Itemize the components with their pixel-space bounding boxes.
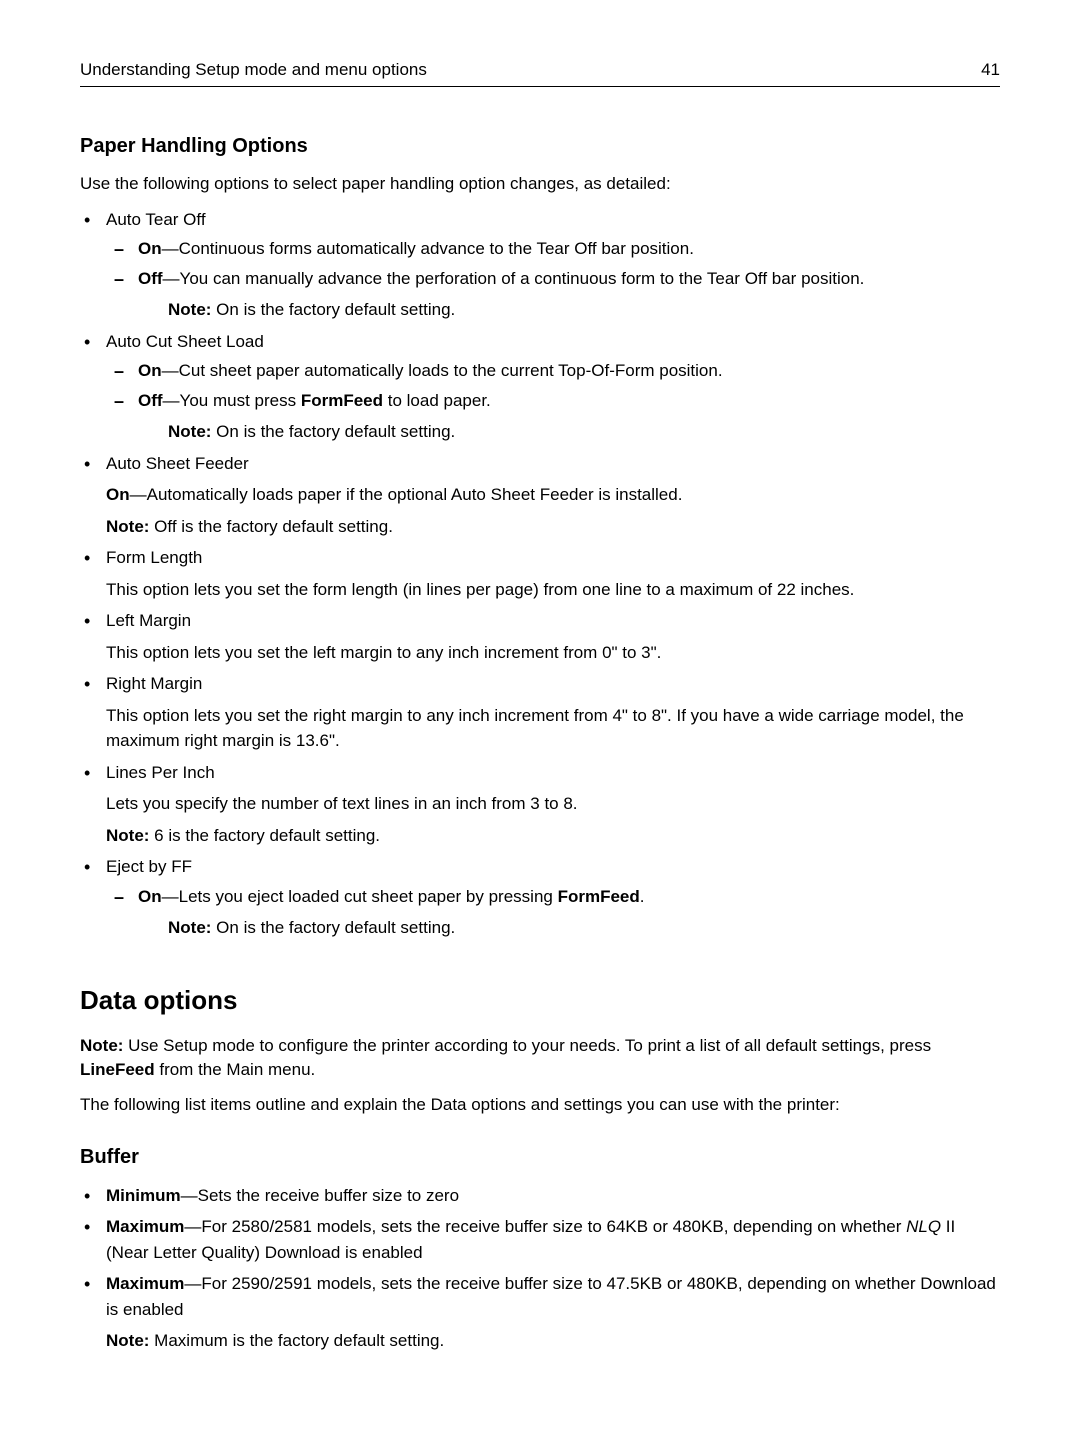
on-bold: On <box>138 887 162 906</box>
auto-cut-sheet-sublist: On—Cut sheet paper automatically loads t… <box>106 358 1000 445</box>
buffer-minimum: Minimum—Sets the receive buffer size to … <box>102 1183 1000 1209</box>
auto-cut-sheet-off: Off—You must press FormFeed to load pape… <box>132 388 1000 445</box>
eject-by-ff-note: Note: On is the factory default setting. <box>138 915 1000 941</box>
label: Eject by FF <box>106 857 192 876</box>
auto-tear-off-sublist: On—Continuous forms automatically advanc… <box>106 236 1000 323</box>
heading-data-options: Data options <box>80 985 1000 1016</box>
eject-by-ff-sublist: On—Lets you eject loaded cut sheet paper… <box>106 884 1000 941</box>
form-length-desc: This option lets you set the form length… <box>106 577 1000 603</box>
item-auto-cut-sheet: Auto Cut Sheet Load On—Cut sheet paper a… <box>102 329 1000 445</box>
lines-per-inch-note: Note: 6 is the factory default setting. <box>106 823 1000 849</box>
eject-by-ff-on: On—Lets you eject loaded cut sheet paper… <box>132 884 1000 941</box>
note-bold: Note: <box>168 300 211 319</box>
off-formfeed: FormFeed <box>301 391 383 410</box>
item-eject-by-ff: Eject by FF On—Lets you eject loaded cut… <box>102 854 1000 941</box>
auto-cut-sheet-on: On—Cut sheet paper automatically loads t… <box>132 358 1000 384</box>
buffer-maximum-2590: Maximum—For 2590/2591 models, sets the r… <box>102 1271 1000 1354</box>
note-bold: Note: <box>106 517 149 536</box>
label: Form Length <box>106 548 202 567</box>
note-rest: Off is the factory default setting. <box>149 517 392 536</box>
label: Auto Sheet Feeder <box>106 454 249 473</box>
buffer-note: Note: Maximum is the factory default set… <box>106 1328 1000 1354</box>
label: Left Margin <box>106 611 191 630</box>
auto-sheet-feeder-on: On—Automatically loads paper if the opti… <box>106 482 1000 508</box>
on-rest: —Automatically loads paper if the option… <box>130 485 683 504</box>
paper-handling-intro: Use the following options to select pape… <box>80 172 1000 197</box>
auto-cut-sheet-note: Note: On is the factory default setting. <box>138 419 1000 445</box>
item-auto-tear-off: Auto Tear Off On—Continuous forms automa… <box>102 207 1000 323</box>
on-formfeed: FormFeed <box>558 887 640 906</box>
item-left-margin: Left Margin This option lets you set the… <box>102 608 1000 665</box>
off-post: to load paper. <box>383 391 491 410</box>
on-pre: —Lets you eject loaded cut sheet paper b… <box>162 887 558 906</box>
lines-per-inch-desc: Lets you specify the number of text line… <box>106 791 1000 817</box>
auto-tear-off-off: Off—You can manually advance the perfora… <box>132 266 1000 323</box>
on-bold: On <box>106 485 130 504</box>
on-rest: —Continuous forms automatically advance … <box>162 239 694 258</box>
note-rest: On is the factory default setting. <box>211 918 455 937</box>
note-bold: Note: <box>168 422 211 441</box>
data-options-note: Note: Use Setup mode to configure the pr… <box>80 1034 1000 1083</box>
note-rest: 6 is the factory default setting. <box>149 826 380 845</box>
off-rest: —You can manually advance the perforatio… <box>163 269 865 288</box>
off-bold: Off <box>138 391 163 410</box>
item-form-length: Form Length This option lets you set the… <box>102 545 1000 602</box>
on-rest: —Cut sheet paper automatically loads to … <box>162 361 723 380</box>
note-linefeed: LineFeed <box>80 1060 155 1079</box>
label: Right Margin <box>106 674 202 693</box>
item-auto-sheet-feeder: Auto Sheet Feeder On—Automatically loads… <box>102 451 1000 540</box>
max1-pre: —For 2580/2581 models, sets the receive … <box>184 1217 906 1236</box>
left-margin-desc: This option lets you set the left margin… <box>106 640 1000 666</box>
document-page: Understanding Setup mode and menu option… <box>0 0 1080 1440</box>
item-right-margin: Right Margin This option lets you set th… <box>102 671 1000 754</box>
note-bold: Note: <box>106 826 149 845</box>
max1-nlq: NLQ <box>906 1217 941 1236</box>
max2-rest: —For 2590/2591 models, sets the receive … <box>106 1274 996 1319</box>
note-rest: On is the factory default setting. <box>211 422 455 441</box>
note-rest: On is the factory default setting. <box>211 300 455 319</box>
data-options-intro: The following list items outline and exp… <box>80 1093 1000 1118</box>
max2-bold: Maximum <box>106 1274 184 1293</box>
min-rest: —Sets the receive buffer size to zero <box>181 1186 459 1205</box>
note-rest: Maximum is the factory default setting. <box>149 1331 444 1350</box>
auto-tear-off-on: On—Continuous forms automatically advanc… <box>132 236 1000 262</box>
note-pre: Use Setup mode to configure the printer … <box>123 1036 931 1055</box>
label: Auto Tear Off <box>106 210 206 229</box>
header-title: Understanding Setup mode and menu option… <box>80 60 427 80</box>
label: Auto Cut Sheet Load <box>106 332 264 351</box>
right-margin-desc: This option lets you set the right margi… <box>106 703 1000 754</box>
min-bold: Minimum <box>106 1186 181 1205</box>
label: Lines Per Inch <box>106 763 215 782</box>
off-bold: Off <box>138 269 163 288</box>
running-header: Understanding Setup mode and menu option… <box>80 60 1000 87</box>
buffer-maximum-2580: Maximum—For 2580/2581 models, sets the r… <box>102 1214 1000 1265</box>
off-pre: —You must press <box>163 391 301 410</box>
heading-paper-handling: Paper Handling Options <box>80 135 1000 158</box>
auto-tear-off-note: Note: On is the factory default setting. <box>138 297 1000 323</box>
note-post: from the Main menu. <box>155 1060 316 1079</box>
auto-sheet-feeder-note: Note: Off is the factory default setting… <box>106 514 1000 540</box>
on-bold: On <box>138 239 162 258</box>
on-bold: On <box>138 361 162 380</box>
on-post: . <box>640 887 645 906</box>
paper-handling-list: Auto Tear Off On—Continuous forms automa… <box>80 207 1000 941</box>
note-bold: Note: <box>168 918 211 937</box>
max1-bold: Maximum <box>106 1217 184 1236</box>
note-bold: Note: <box>80 1036 123 1055</box>
heading-buffer: Buffer <box>80 1146 1000 1169</box>
item-lines-per-inch: Lines Per Inch Lets you specify the numb… <box>102 760 1000 849</box>
note-bold: Note: <box>106 1331 149 1350</box>
page-number: 41 <box>981 60 1000 80</box>
buffer-list: Minimum—Sets the receive buffer size to … <box>80 1183 1000 1354</box>
